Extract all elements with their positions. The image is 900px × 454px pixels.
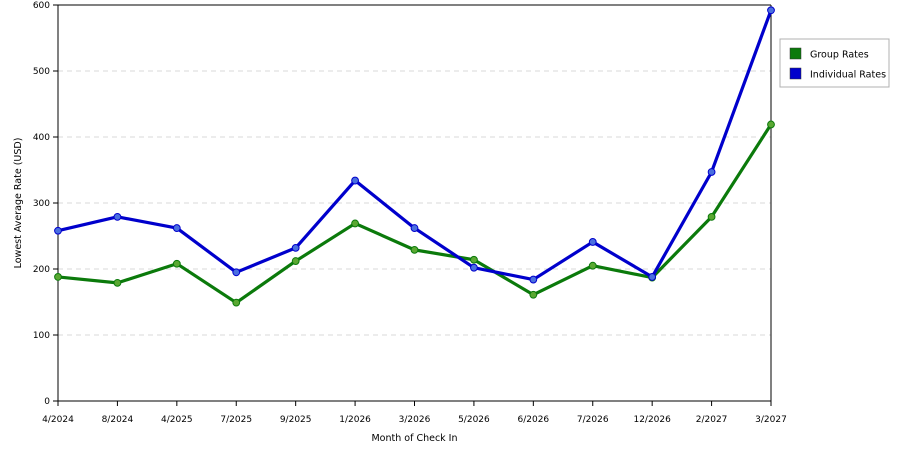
x-tick-label: 12/2026 xyxy=(633,415,671,425)
series-line-group-rates xyxy=(57,123,773,305)
y-tick-label: 200 xyxy=(33,265,50,275)
legend-label-individual-rates: Individual Rates xyxy=(810,70,886,81)
data-point-group-rates xyxy=(707,212,716,221)
x-tick-label: 5/2026 xyxy=(458,415,490,425)
data-point-individual-rates xyxy=(113,212,122,221)
data-point-group-rates xyxy=(291,257,300,265)
data-point-group-rates xyxy=(172,259,181,268)
data-point-group-rates xyxy=(54,273,62,281)
legend: Group Rates Individual Rates xyxy=(779,38,890,88)
data-point-individual-rates xyxy=(291,243,300,252)
data-point-individual-rates xyxy=(232,268,241,277)
data-point-individual-rates xyxy=(172,224,181,232)
legend-label-group-rates: Group Rates xyxy=(810,50,869,61)
x-tick-label: 9/2025 xyxy=(280,415,312,425)
data-point-group-rates xyxy=(767,120,775,129)
y-tick-label: 0 xyxy=(44,397,50,407)
data-point-group-rates xyxy=(588,261,597,270)
data-point-individual-rates xyxy=(470,263,478,272)
x-tick-label: 6/2026 xyxy=(517,415,549,425)
y-tick-label: 500 xyxy=(33,67,50,77)
data-point-individual-rates xyxy=(588,238,597,246)
series-line-individual-rates xyxy=(57,9,773,282)
data-point-group-rates xyxy=(113,278,122,287)
data-point-individual-rates xyxy=(648,273,657,281)
data-point-group-rates xyxy=(410,245,419,254)
x-tick-label: 2/2027 xyxy=(696,415,728,425)
data-point-group-rates xyxy=(232,298,241,307)
data-point-individual-rates xyxy=(529,275,538,284)
grid xyxy=(58,70,771,336)
x-tick-label: 3/2027 xyxy=(755,415,787,425)
x-tick-label: 1/2026 xyxy=(339,415,371,425)
data-point-individual-rates xyxy=(351,176,359,185)
data-point-individual-rates xyxy=(410,224,419,232)
x-tick-label: 8/2024 xyxy=(102,415,134,425)
x-tick-label: 4/2025 xyxy=(161,415,193,425)
y-tick-label: 100 xyxy=(33,331,50,341)
legend-swatch-group-rates xyxy=(789,47,802,60)
data-point-group-rates xyxy=(529,290,538,299)
legend-swatch-individual-rates xyxy=(789,67,802,80)
data-point-group-rates xyxy=(351,219,359,228)
x-tick-label: 3/2026 xyxy=(399,415,431,425)
axes: 0 100 200 300 400 500 600 4/2024 8/2024 4/2025 7/2… xyxy=(13,1,787,444)
data-point-individual-rates xyxy=(707,168,716,176)
y-tick-label: 400 xyxy=(33,133,50,143)
data-point-group-rates xyxy=(470,255,478,264)
data-point-individual-rates xyxy=(767,6,775,15)
series xyxy=(54,6,775,307)
x-tick-label: 7/2025 xyxy=(220,415,252,425)
data-point-individual-rates xyxy=(54,226,62,235)
x-tick-label: 4/2024 xyxy=(42,415,74,425)
x-axis-title: Month of Check In xyxy=(371,433,457,444)
x-tick-label: 7/2026 xyxy=(577,415,609,425)
y-axis-title: Lowest Average Rate (USD) xyxy=(13,138,24,269)
y-tick-label: 600 xyxy=(33,1,50,11)
y-tick-label: 300 xyxy=(33,199,50,209)
